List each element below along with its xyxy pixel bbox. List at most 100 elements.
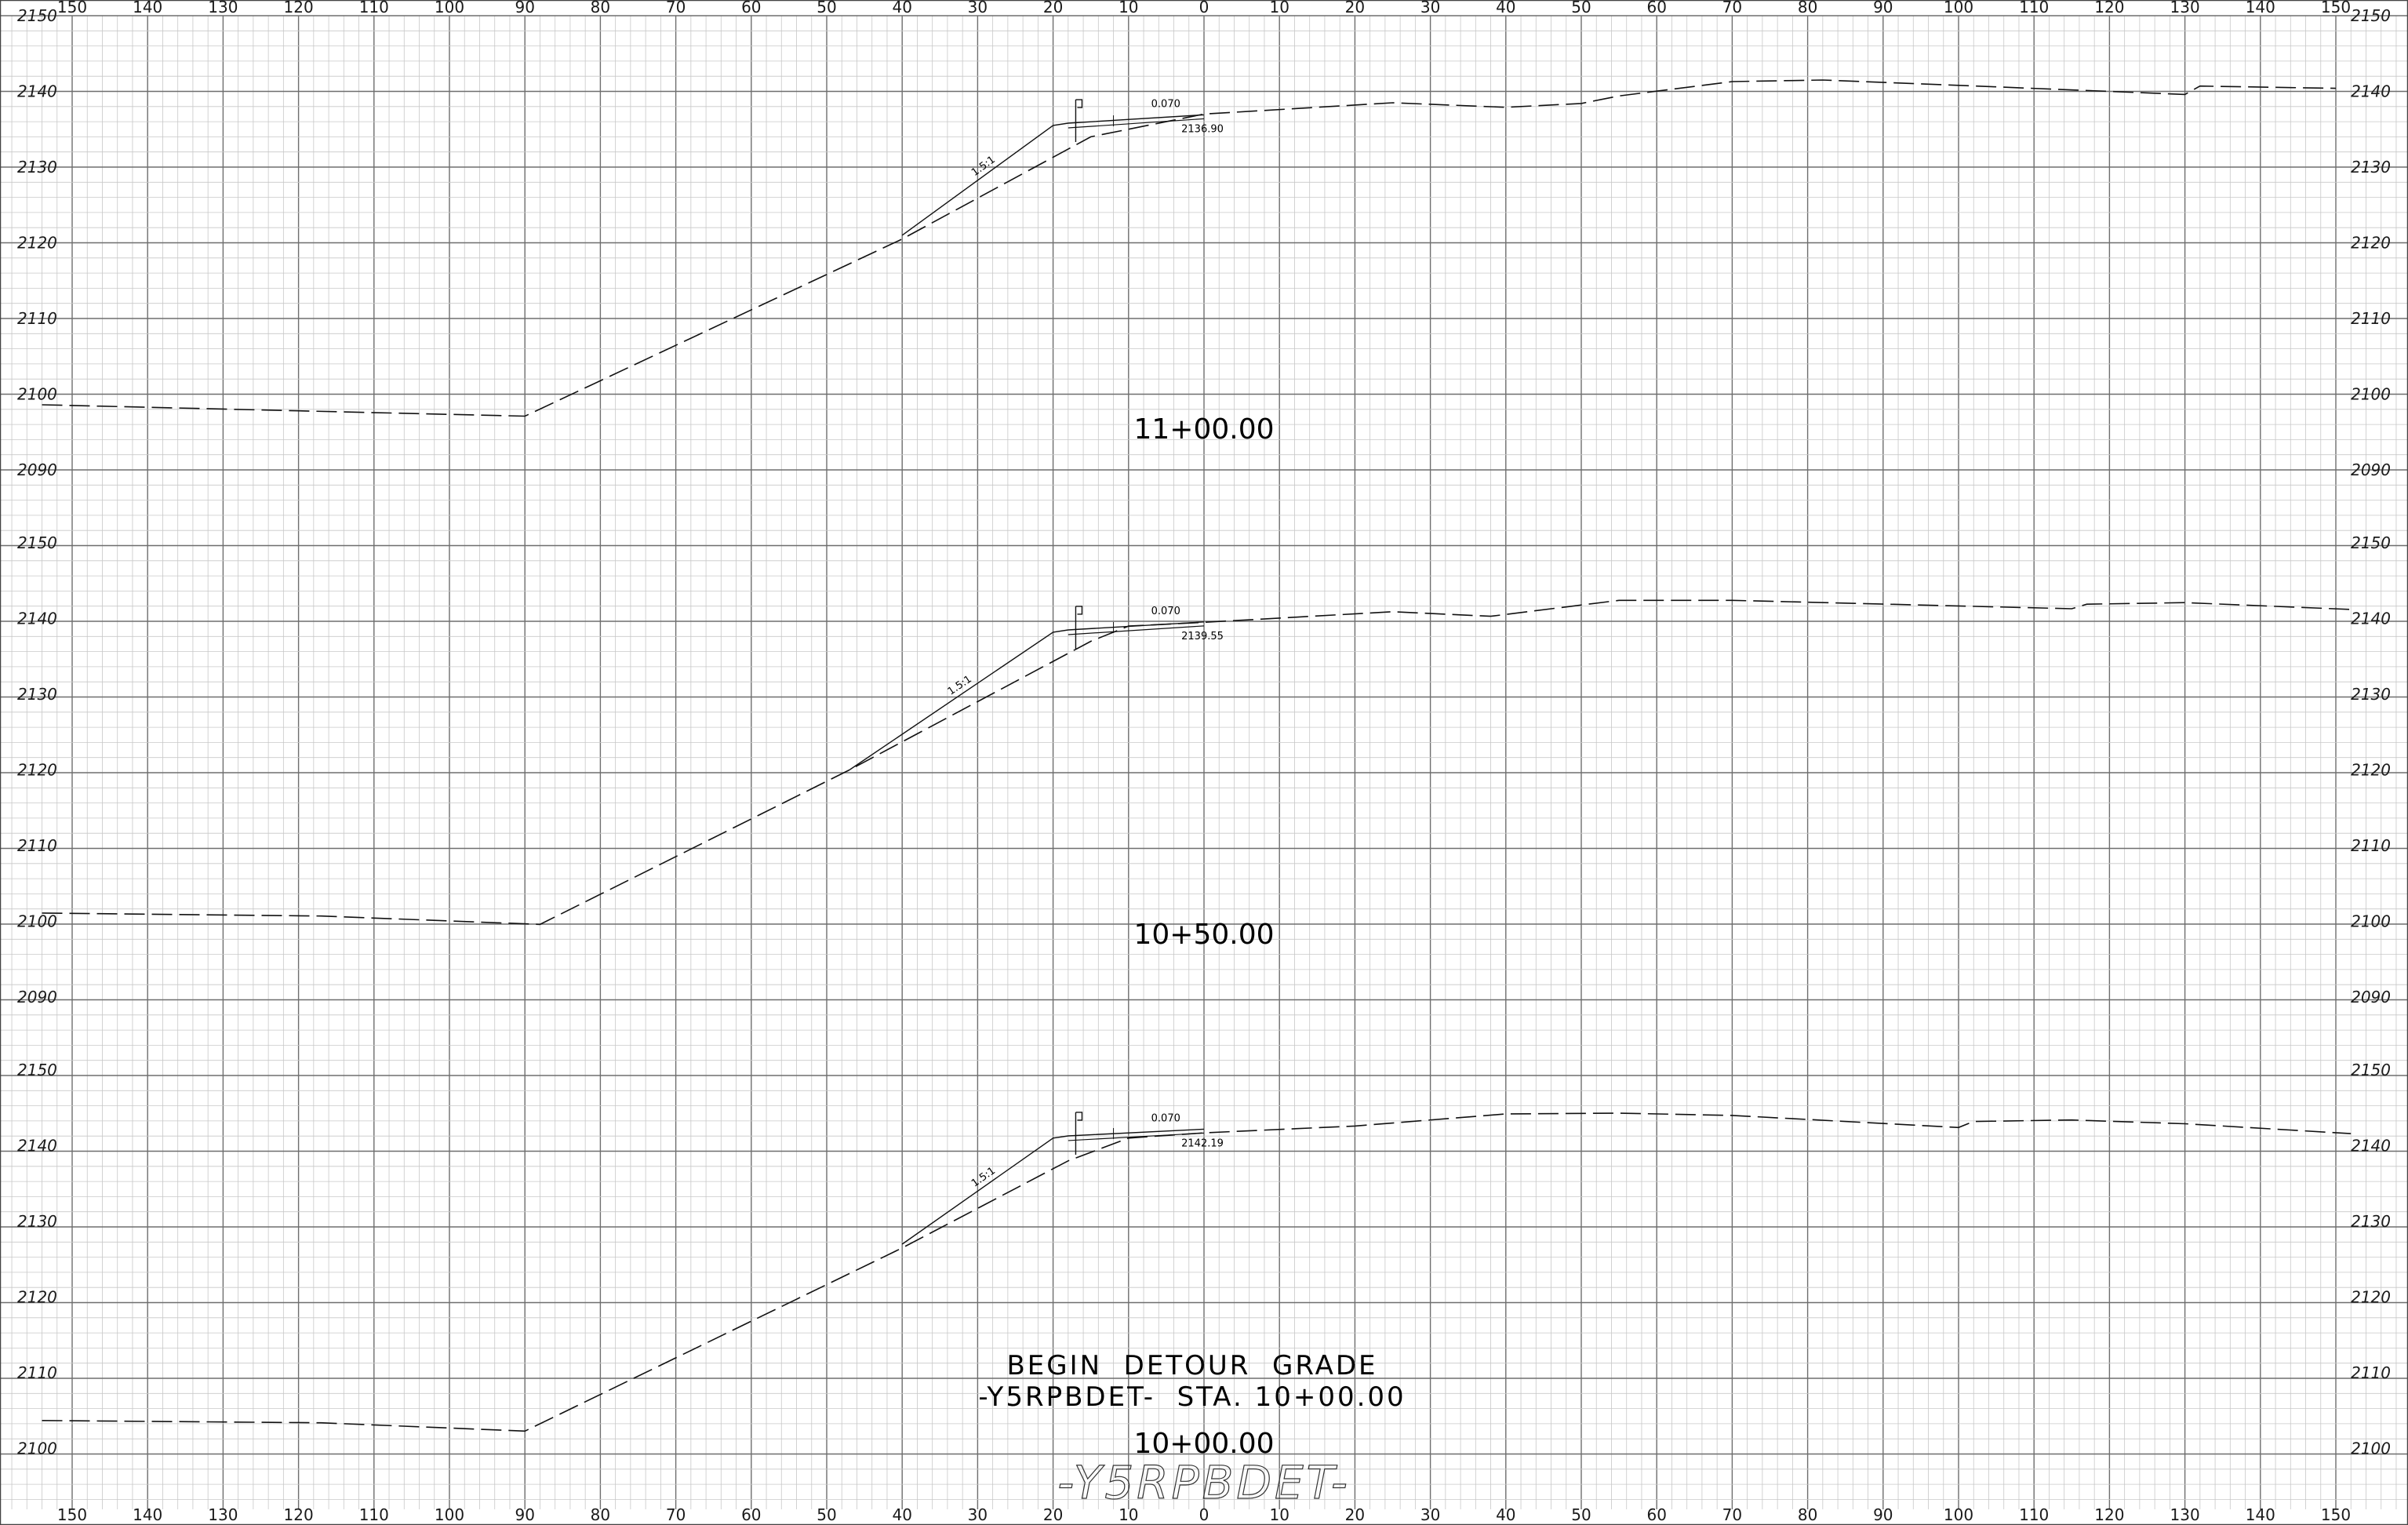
- left-elevation-label: 2130: [17, 158, 57, 177]
- grade-elevation-label: 2136.90: [1181, 123, 1224, 135]
- bottom-offset-tick-label: 140: [133, 1505, 162, 1524]
- top-offset-tick-label: 0: [1199, 0, 1209, 16]
- station-label-10-50: 10+50.00: [1133, 919, 1274, 951]
- slope-ratio-label: 1.5:1: [969, 154, 998, 179]
- proposed-grade-line: [901, 1128, 1205, 1245]
- grade-elevation-label: 2142.19: [1181, 1137, 1224, 1149]
- bottom-offset-tick-label: 130: [208, 1505, 238, 1524]
- bottom-offset-tick-label: 50: [1571, 1505, 1591, 1524]
- right-elevation-label: 2150: [2351, 1061, 2391, 1079]
- right-elevation-label: 2100: [2351, 1439, 2391, 1458]
- top-offset-tick-label: 90: [515, 0, 534, 16]
- top-offset-tick-label: 130: [2170, 0, 2200, 16]
- bottom-offset-tick-label: 60: [1646, 1505, 1666, 1524]
- right-elevation-label: 2140: [2351, 1137, 2391, 1156]
- bottom-offset-tick-label: 150: [57, 1505, 87, 1524]
- left-elevation-label: 2150: [17, 6, 57, 25]
- top-offset-tick-label: 30: [1420, 0, 1440, 16]
- right-elevation-label: 2090: [2351, 460, 2391, 479]
- station-label-11-00: 11+00.00: [1133, 413, 1274, 446]
- pavement-bottom-line: [1068, 625, 1205, 635]
- right-elevation-label: 2140: [2351, 610, 2391, 628]
- top-offset-tick-label: 20: [1043, 0, 1063, 16]
- top-offset-tick-label: 140: [133, 0, 162, 16]
- top-offset-tick-label: 50: [817, 0, 836, 16]
- bottom-offset-tick-label: 0: [1199, 1505, 1209, 1524]
- bottom-offset-tick-label: 80: [591, 1505, 610, 1524]
- right-elevation-label: 2110: [2351, 309, 2391, 328]
- proposed-grade-line: [901, 114, 1205, 236]
- top-offset-tick-label: 100: [435, 0, 464, 16]
- top-offset-tick-label: 120: [284, 0, 314, 16]
- slope-ratio-label: 1.5:1: [946, 673, 974, 697]
- left-elevation-label: 2110: [17, 309, 57, 328]
- left-elevation-label: 2120: [17, 234, 57, 253]
- top-offset-tick-label: 80: [591, 0, 610, 16]
- top-offset-tick-label: 90: [1873, 0, 1893, 16]
- right-elevation-label: 2130: [2351, 685, 2391, 704]
- cross-section-1: 0.070 2139.55 1.5:1: [42, 599, 2352, 926]
- title-station-line: -Y5RPBDET- STA. 10+00.00: [978, 1381, 1406, 1413]
- top-offset-tick-label: 10: [1269, 0, 1289, 16]
- top-offset-tick-label: 50: [1571, 0, 1591, 16]
- left-elevation-label: 2110: [17, 836, 57, 855]
- pavement-bottom-line: [1068, 1132, 1205, 1141]
- left-elevation-label: 2140: [17, 610, 57, 628]
- sections-layer: 0.070 2136.90 1.5:1 0.070 2139.55 1.5:1 0.070 2…: [42, 79, 2352, 1432]
- right-elevation-label: 2110: [2351, 836, 2391, 855]
- top-offset-tick-label: 150: [2321, 0, 2351, 16]
- left-elevation-label: 2150: [17, 533, 57, 552]
- bottom-offset-tick-label: 40: [1496, 1505, 1515, 1524]
- cross-slope-label: 0.070: [1151, 606, 1180, 617]
- guardrail-post-symbol: [1075, 99, 1083, 143]
- left-elevation-label: 2120: [17, 761, 57, 780]
- left-elevation-label: 2090: [17, 460, 57, 479]
- bottom-offset-axis: 150 140 130 120 110 100 90 80 70 60 50 40 30 20 10 0 10 2…: [57, 1505, 2351, 1524]
- top-offset-tick-label: 70: [666, 0, 686, 16]
- bottom-offset-tick-label: 80: [1798, 1505, 1817, 1524]
- left-elevation-label: 2090: [17, 988, 57, 1006]
- right-elevation-label: 2150: [2351, 533, 2391, 552]
- bottom-offset-tick-label: 20: [1043, 1505, 1063, 1524]
- left-elevation-label: 2120: [17, 1288, 57, 1307]
- bottom-offset-tick-label: 90: [1873, 1505, 1893, 1524]
- bottom-offset-tick-label: 120: [284, 1505, 314, 1524]
- bottom-offset-tick-label: 70: [1722, 1505, 1742, 1524]
- top-offset-tick-label: 140: [2246, 0, 2275, 16]
- left-elevation-label: 2100: [17, 1439, 57, 1458]
- existing-ground-line: [42, 79, 2337, 417]
- right-elevation-label: 2100: [2351, 385, 2391, 404]
- bottom-offset-tick-label: 40: [892, 1505, 911, 1524]
- bottom-offset-tick-label: 130: [2170, 1505, 2200, 1524]
- left-elevation-label: 2110: [17, 1363, 57, 1382]
- bottom-offset-tick-label: 70: [666, 1505, 686, 1524]
- bottom-offset-tick-label: 10: [1119, 1505, 1138, 1524]
- bottom-offset-tick-label: 30: [1420, 1505, 1440, 1524]
- bottom-offset-tick-label: 90: [515, 1505, 534, 1524]
- bottom-offset-tick-label: 100: [1944, 1505, 1973, 1524]
- elevation-axes: 2150 2150 2140 2140 2130 2130 2120 2120 2110 2110…: [17, 6, 2391, 1458]
- existing-ground-line: [42, 599, 2352, 926]
- top-offset-tick-label: 110: [2019, 0, 2049, 16]
- bottom-offset-tick-label: 30: [968, 1505, 988, 1524]
- left-elevation-label: 2140: [17, 82, 57, 101]
- right-elevation-label: 2130: [2351, 1212, 2391, 1231]
- sheet-label: -Y5RPBDET-: [1057, 1456, 1351, 1509]
- bottom-offset-tick-label: 10: [1269, 1505, 1289, 1524]
- pavement-bottom-line: [1068, 118, 1205, 129]
- right-elevation-label: 2090: [2351, 988, 2391, 1006]
- top-offset-tick-label: 30: [968, 0, 988, 16]
- bottom-offset-tick-label: 50: [817, 1505, 836, 1524]
- right-elevation-label: 2110: [2351, 1363, 2391, 1382]
- top-offset-tick-label: 120: [2094, 0, 2124, 16]
- top-offset-tick-label: 130: [208, 0, 238, 16]
- top-offset-axis: 150 140 130 120 110 100 90 80 70 60 50 40 30 20 10 0 10 2…: [57, 0, 2351, 16]
- right-elevation-label: 2100: [2351, 912, 2391, 931]
- right-elevation-label: 2120: [2351, 1288, 2391, 1307]
- right-elevation-label: 2120: [2351, 234, 2391, 253]
- top-offset-tick-label: 40: [1496, 0, 1515, 16]
- bottom-offset-tick-label: 110: [2019, 1505, 2049, 1524]
